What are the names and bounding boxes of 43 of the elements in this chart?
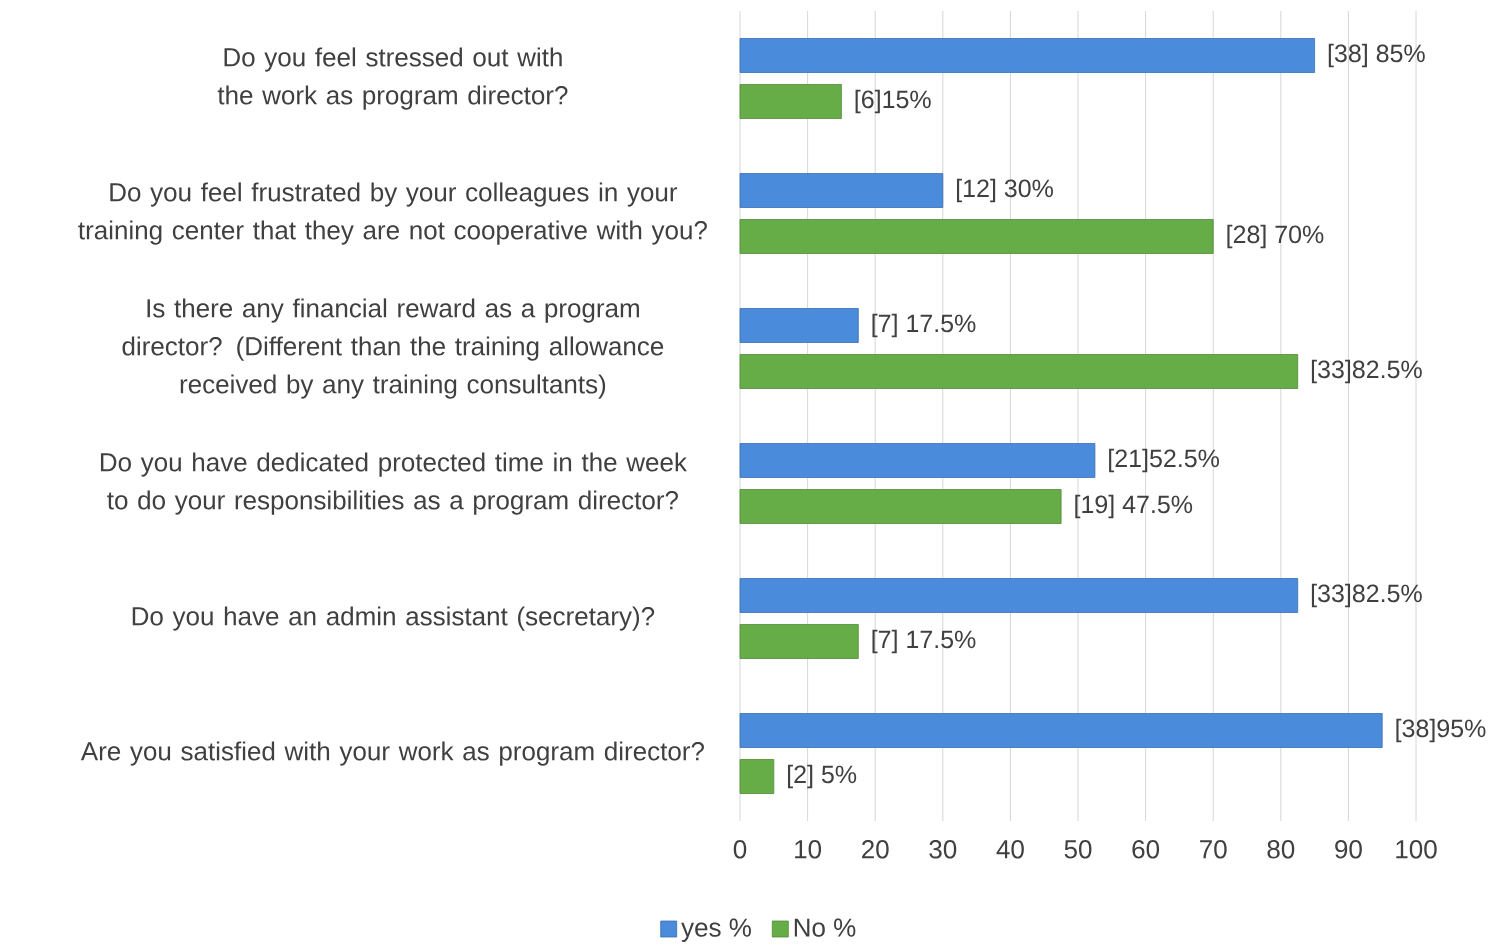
bar — [739, 443, 1096, 478]
bar — [739, 354, 1299, 389]
data-label: [12] 30% — [956, 178, 1053, 203]
data-label: [19] 47.5% — [1075, 494, 1193, 519]
y-tick-label: Are you satisfied with your work as program director? — [80, 741, 704, 766]
bar — [739, 759, 775, 794]
y-tick-label: Is there any financial reward as a program director? (Different than the training allowance received by any training consultants) — [122, 298, 664, 399]
bar — [739, 308, 859, 343]
data-label: [6]15% — [855, 89, 931, 114]
bar — [739, 578, 1299, 613]
data-label: [7] 17.5% — [872, 313, 976, 338]
y-tick-label: Do you have an admin assistant (secretary)? — [132, 606, 655, 631]
data-label: [2] 5% — [787, 764, 857, 789]
bar — [739, 713, 1383, 748]
data-label: [33]82.5% — [1311, 359, 1422, 384]
data-label: [38] 85% — [1328, 43, 1425, 68]
y-tick-label: Do you feel stressed out with the work as program director? — [217, 47, 568, 110]
x-tick-label: 40 — [996, 840, 1024, 859]
x-tick-label: 80 — [1267, 840, 1295, 859]
bar — [739, 173, 944, 208]
x-tick-label: 90 — [1335, 840, 1362, 859]
bar — [739, 624, 859, 659]
data-label: [7] 17.5% — [872, 629, 976, 654]
data-label: [21]52.5% — [1109, 448, 1219, 473]
bar — [739, 219, 1214, 254]
x-tick-label: 30 — [929, 840, 957, 859]
y-tick-label: Do you feel frustrated by your colleagues in your training center that they are not cooperative with you? — [78, 182, 707, 245]
data-label: [38]95% — [1396, 718, 1486, 743]
x-tick-label: 70 — [1200, 840, 1227, 859]
data-label: [33]82.5% — [1311, 583, 1422, 608]
x-tick-label: 60 — [1132, 840, 1160, 859]
data-label: [28] 70% — [1227, 224, 1324, 249]
x-tick-label: 100 — [1396, 840, 1437, 859]
bar — [739, 489, 1062, 524]
legend-label: No % — [794, 918, 856, 937]
x-tick-label: 20 — [862, 840, 889, 859]
y-tick-label: Do you have dedicated protected time in the week to do your responsibilities as a program director? — [100, 452, 687, 515]
x-tick-label: 50 — [1064, 840, 1092, 859]
bar — [739, 84, 842, 119]
x-tick-label: 10 — [795, 840, 822, 859]
legend-label: yes % — [681, 918, 751, 942]
bar — [739, 38, 1316, 73]
x-tick-label: 0 — [733, 840, 747, 859]
